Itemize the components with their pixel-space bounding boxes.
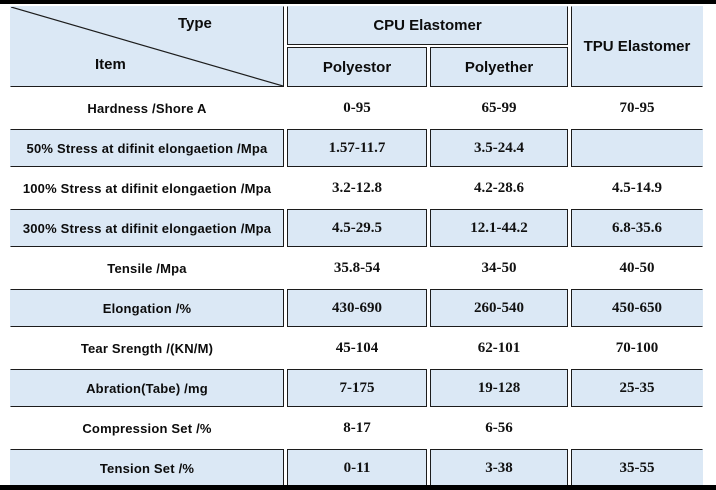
value-polyestor: 3.2-12.8	[332, 179, 382, 196]
elastomer-spec-table: Type Item CPU Elastomer TPU Elastomer Po…	[7, 4, 706, 489]
header-row-2: Polyestor Polyether	[10, 47, 703, 87]
row-label: Elongation /%	[10, 289, 284, 327]
row-label: Hardness /Shore A	[87, 100, 207, 116]
row-label: Abration(Tabe) /mg	[10, 369, 284, 407]
value-polyether: 62-101	[477, 339, 521, 356]
value-tpu: 450-650	[571, 289, 703, 327]
row-label: Tensile /Mpa	[107, 260, 187, 276]
table-row-tear-strength: Tear Srength /(KN/M) 45-104 62-101 70-10…	[10, 329, 703, 367]
table-row-stress-100: 100% Stress at difinit elongaetion /Mpa …	[10, 169, 703, 207]
value-tpu: 40-50	[619, 259, 655, 276]
header-row-1: Type Item CPU Elastomer TPU Elastomer	[10, 6, 703, 87]
value-polyestor: 7-175	[287, 369, 427, 407]
value-polyether: 12.1-44.2	[430, 209, 568, 247]
value-polyestor: 45-104	[335, 339, 379, 356]
row-label: 50% Stress at difinit elongaetion /Mpa	[10, 129, 284, 167]
bottom-border-rule	[0, 485, 716, 490]
row-label: 100% Stress at difinit elongaetion /Mpa	[22, 180, 272, 196]
column-header-polyether: Polyether	[430, 47, 568, 87]
value-tpu: 70-95	[619, 99, 655, 116]
table-row-elongation: Elongation /% 430-690 260-540 450-650	[10, 289, 703, 327]
value-polyether: 6-56	[485, 419, 513, 436]
value-tpu	[571, 129, 703, 167]
value-polyether: 3.5-24.4	[430, 129, 568, 167]
diagonal-divider-line	[11, 7, 283, 86]
value-tpu: 70-100	[615, 339, 659, 356]
table-row-hardness: Hardness /Shore A 0-95 65-99 70-95	[10, 89, 703, 127]
value-polyestor: 1.57-11.7	[287, 129, 427, 167]
table-row-tensile: Tensile /Mpa 35.8-54 34-50 40-50	[10, 249, 703, 287]
row-label: 300% Stress at difinit elongaetion /Mpa	[10, 209, 284, 247]
column-group-header-cpu: CPU Elastomer	[287, 6, 568, 45]
value-polyestor: 430-690	[287, 289, 427, 327]
row-label: Tension Set /%	[10, 449, 284, 487]
value-tpu: 6.8-35.6	[571, 209, 703, 247]
value-polyether: 65-99	[481, 99, 517, 116]
table-row-abrasion: Abration(Tabe) /mg 7-175 19-128 25-35	[10, 369, 703, 407]
value-polyether: 34-50	[481, 259, 517, 276]
table-row-tension-set: Tension Set /% 0-11 3-38 35-55	[10, 449, 703, 487]
corner-header-cell: Type Item	[10, 6, 284, 87]
value-polyether: 260-540	[430, 289, 568, 327]
item-header-label: Item	[95, 56, 126, 73]
table-row-stress-50: 50% Stress at difinit elongaetion /Mpa 1…	[10, 129, 703, 167]
value-tpu	[571, 409, 703, 447]
value-polyestor: 0-11	[287, 449, 427, 487]
top-border-rule	[0, 0, 716, 4]
value-polyestor: 35.8-54	[333, 259, 381, 276]
value-polyestor: 0-95	[343, 99, 371, 116]
table-row-stress-300: 300% Stress at difinit elongaetion /Mpa …	[10, 209, 703, 247]
value-tpu: 35-55	[571, 449, 703, 487]
table-row-compression-set: Compression Set /% 8-17 6-56	[10, 409, 703, 447]
value-tpu: 25-35	[571, 369, 703, 407]
row-label: Tear Srength /(KN/M)	[80, 340, 214, 356]
row-label: Compression Set /%	[82, 420, 212, 436]
value-polyestor: 8-17	[343, 419, 371, 436]
column-header-polyestor: Polyestor	[287, 47, 427, 87]
value-polyether: 19-128	[430, 369, 568, 407]
value-polyether: 3-38	[430, 449, 568, 487]
type-header-label: Type	[178, 15, 212, 32]
value-polyestor: 4.5-29.5	[287, 209, 427, 247]
value-polyether: 4.2-28.6	[474, 179, 524, 196]
value-tpu: 4.5-14.9	[612, 179, 662, 196]
column-header-tpu: TPU Elastomer	[571, 6, 703, 87]
